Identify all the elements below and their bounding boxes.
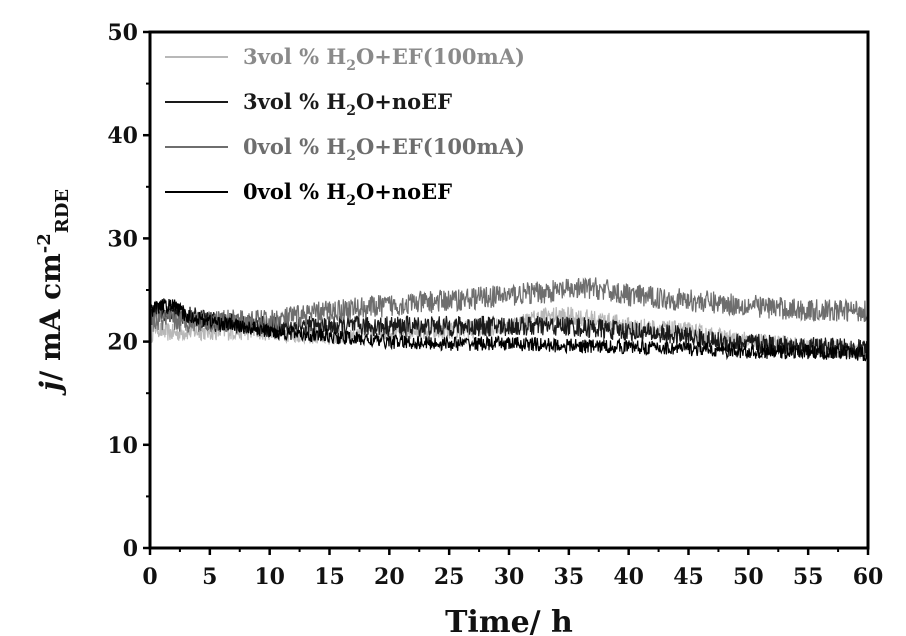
y-tick-label: 10 [107,433,138,459]
x-tick-label: 20 [374,564,405,590]
y-tick-label: 50 [107,20,138,46]
x-axis-title: Time/ h [445,605,573,636]
x-axis: 0 5 10 15 20 25 30 35 40 45 50 55 60 [142,548,883,590]
x-tick-label: 55 [793,564,824,590]
x-tick-label: 15 [314,564,345,590]
series-layer [149,277,869,362]
y-tick-label: 0 [123,536,138,562]
series-line-4 [149,298,869,362]
y-axis: 0 10 20 30 40 50 [107,20,150,562]
legend-label: 3vol % H2O+EF(100mA) [243,44,525,74]
x-tick-label: 25 [434,564,465,590]
x-tick-label: 0 [142,564,157,590]
x-tick-label: 60 [853,564,884,590]
x-tick-label: 10 [254,564,285,590]
x-tick-label: 5 [202,564,217,590]
y-axis-title: j/ mA cm-2RDE [34,189,73,396]
legend-label: 0vol % H2O+noEF [243,179,452,209]
legend: 3vol % H2O+EF(100mA) 3vol % H2O+noEF 0vol … [165,44,525,209]
x-tick-label: 30 [494,564,525,590]
y-tick-label: 20 [107,330,138,356]
y-tick-label: 30 [107,226,138,252]
x-tick-label: 45 [673,564,704,590]
y-tick-label: 40 [107,123,138,149]
axis-titles: Time/ h j/ mA cm-2RDE [34,189,573,636]
x-tick-label: 50 [733,564,764,590]
legend-label: 0vol % H2O+EF(100mA) [243,134,525,164]
x-tick-label: 35 [554,564,585,590]
legend-label: 3vol % H2O+noEF [243,89,452,119]
x-tick-label: 40 [613,564,644,590]
